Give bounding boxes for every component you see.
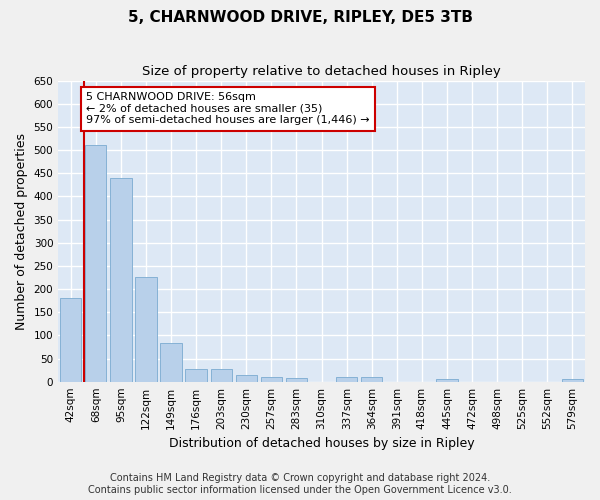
X-axis label: Distribution of detached houses by size in Ripley: Distribution of detached houses by size … <box>169 437 475 450</box>
Bar <box>211 368 232 382</box>
Bar <box>562 380 583 382</box>
Bar <box>160 343 182 382</box>
Bar <box>286 378 307 382</box>
Bar <box>236 374 257 382</box>
Bar <box>85 146 106 382</box>
Bar <box>185 368 207 382</box>
Bar <box>110 178 131 382</box>
Text: Contains HM Land Registry data © Crown copyright and database right 2024.
Contai: Contains HM Land Registry data © Crown c… <box>88 474 512 495</box>
Bar <box>436 380 458 382</box>
Bar <box>261 377 282 382</box>
Bar <box>136 278 157 382</box>
Text: 5 CHARNWOOD DRIVE: 56sqm
← 2% of detached houses are smaller (35)
97% of semi-de: 5 CHARNWOOD DRIVE: 56sqm ← 2% of detache… <box>86 92 370 126</box>
Bar <box>336 377 358 382</box>
Bar <box>361 377 382 382</box>
Bar <box>60 298 82 382</box>
Text: 5, CHARNWOOD DRIVE, RIPLEY, DE5 3TB: 5, CHARNWOOD DRIVE, RIPLEY, DE5 3TB <box>128 10 473 25</box>
Y-axis label: Number of detached properties: Number of detached properties <box>15 132 28 330</box>
Title: Size of property relative to detached houses in Ripley: Size of property relative to detached ho… <box>142 65 501 78</box>
